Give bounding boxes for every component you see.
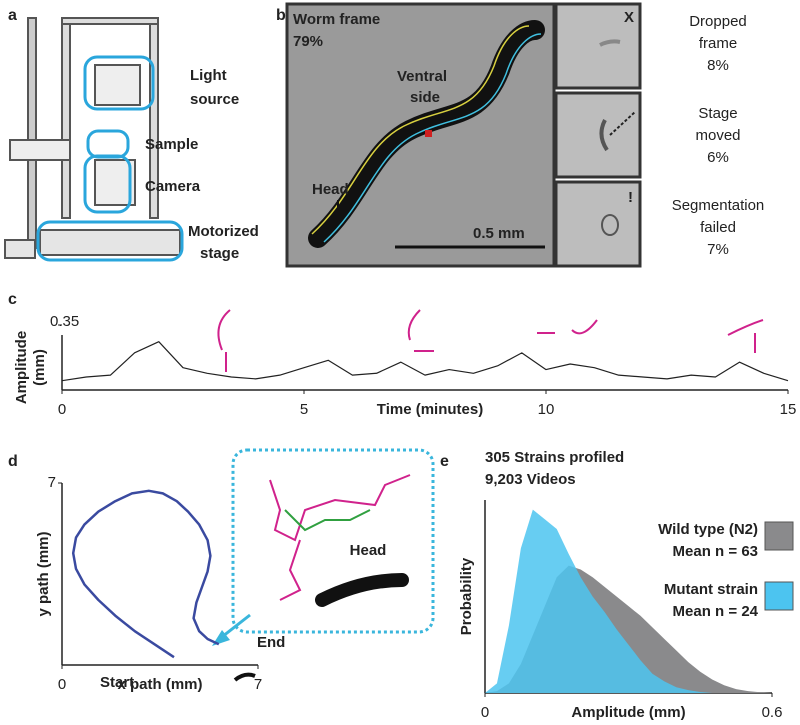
- legend-swatch: [764, 581, 794, 611]
- chart: 0 5 10 15 0.35 c Time (minutes) Amplitude (mm): [8, 291, 796, 418]
- outcome-text: 6%: [707, 149, 729, 166]
- charts: 0 5 10 15 0.35 c Time (minutes) Amplitude (mm) 0 7…: [8, 291, 796, 721]
- worm-icon: [233, 672, 256, 682]
- thumb-worm: [601, 214, 619, 236]
- outcome-text: Segmentation: [672, 197, 765, 214]
- thumb-mark: !: [628, 189, 633, 206]
- outcome-text: moved: [695, 127, 740, 144]
- annotation: End: [257, 634, 285, 651]
- y-tick-label: 7: [48, 474, 56, 491]
- y-axis-label: y path (mm): [35, 531, 52, 616]
- line: [61, 341, 789, 382]
- panel-label: c: [8, 291, 17, 308]
- y-axis-label: (mm): [31, 349, 48, 386]
- y-tick-label: 0.35: [50, 313, 79, 330]
- worm: [308, 20, 545, 248]
- worm-outline: [311, 25, 530, 235]
- outcome-text: frame: [699, 35, 737, 52]
- panel-label: d: [8, 453, 18, 470]
- line: [71, 489, 220, 659]
- legend-label: Mean n = 63: [673, 543, 758, 560]
- x-tick-label: 0: [58, 401, 66, 418]
- worm-icons: [217, 309, 764, 372]
- arrow: [609, 111, 636, 136]
- legend-label: Mean n = 24: [673, 603, 759, 620]
- outcome-text: Stage: [698, 105, 737, 122]
- x-tick-label: 5: [300, 401, 308, 418]
- thumb-worm: [599, 119, 609, 152]
- scale-label: 0.5 mm: [473, 225, 525, 242]
- x-tick-label: 0: [58, 676, 66, 693]
- overlay-text: side: [410, 89, 440, 106]
- chart: 0 7 7 d x path (mm) y path (mm) Start End Head: [8, 453, 386, 693]
- marker: [425, 130, 432, 137]
- chart-subtitle: 9,203 Videos: [485, 471, 576, 488]
- x-tick-label: 7: [254, 676, 262, 693]
- thumb-worm: [599, 39, 621, 47]
- panel-label: b: [276, 7, 286, 24]
- callout: Camera: [145, 178, 201, 195]
- overlay-text: Worm frame: [293, 11, 380, 28]
- outcome-text: Dropped: [689, 13, 747, 30]
- x-tick-label: 0.6: [762, 704, 783, 721]
- overlay-text: 79%: [293, 33, 323, 50]
- worm-outline: [323, 33, 542, 243]
- inset-track: [284, 509, 371, 532]
- x-axis-label: x path (mm): [117, 676, 202, 693]
- overlay-text: Ventral: [397, 68, 447, 85]
- outcome-text: 8%: [707, 57, 729, 74]
- y-axis-label: Probability: [458, 557, 475, 635]
- x-axis-label: Amplitude (mm): [571, 704, 685, 721]
- panel-label: a: [8, 7, 17, 24]
- thumb-mark: X: [624, 9, 634, 26]
- callout: Motorized: [188, 223, 259, 240]
- callout-boxes: [36, 55, 184, 262]
- legend-label: Mutant strain: [664, 581, 758, 598]
- x-axis-label: Time (minutes): [377, 401, 483, 418]
- x-tick-label: 15: [780, 401, 797, 418]
- chart-title: 305 Strains profiled: [485, 449, 624, 466]
- annotation: Start: [100, 674, 134, 691]
- x-tick-label: 10: [538, 401, 555, 418]
- chart: 0 0.6 e Amplitude (mm) Probability 305 Strain…: [440, 449, 794, 721]
- inset-worm: [315, 573, 409, 607]
- thumbnails: [554, 2, 642, 268]
- callout: Sample: [145, 136, 198, 153]
- legend-label: Wild type (N2): [658, 521, 758, 538]
- inset-track: [269, 474, 411, 601]
- panel-label: e: [440, 453, 449, 470]
- outcome-text: 7%: [707, 241, 729, 258]
- outcome-text: failed: [700, 219, 736, 236]
- overlay-text: Head: [312, 181, 349, 198]
- callout: stage: [200, 245, 239, 262]
- apparatus: [4, 17, 181, 259]
- inset-frame: [231, 448, 435, 634]
- outcomes: Dropped frame 8% Stage moved 6% Segmentation fa…: [672, 13, 765, 258]
- callout: Light: [190, 67, 227, 84]
- annotation: Head: [350, 542, 387, 559]
- area: [485, 509, 772, 693]
- legend-swatch: [764, 521, 794, 551]
- callout: source: [190, 91, 239, 108]
- x-tick-label: 0: [481, 704, 489, 721]
- y-axis-label: Amplitude: [13, 331, 30, 404]
